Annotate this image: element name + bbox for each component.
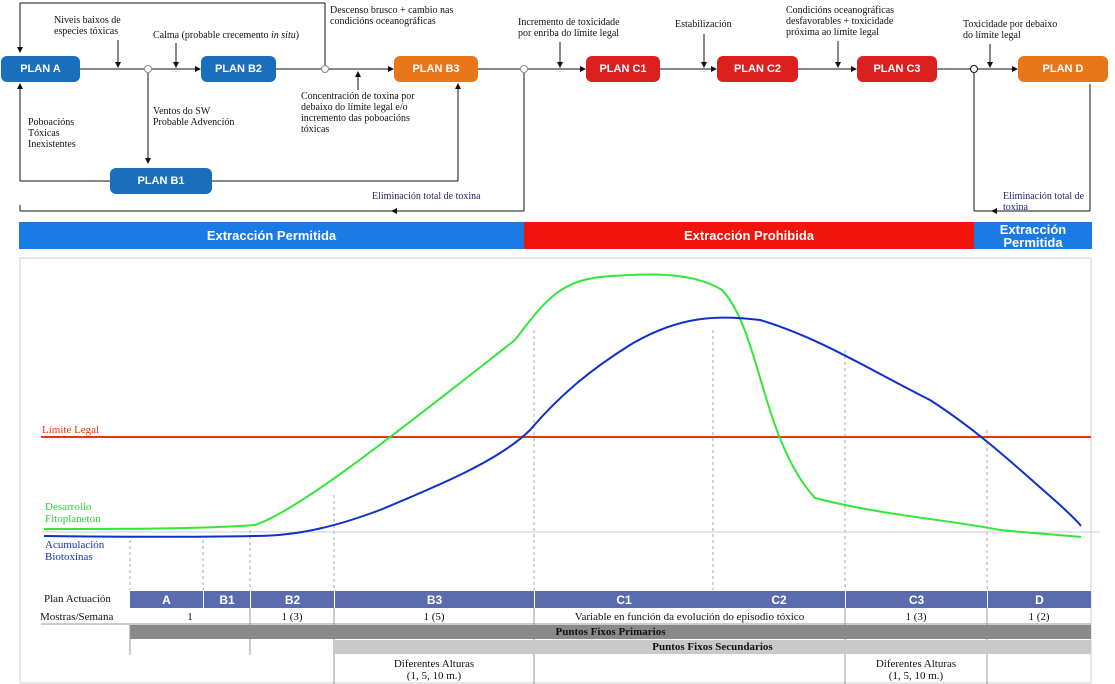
plan-b2-button[interactable]: PLAN B2 (201, 56, 276, 82)
note-condicions: Condicións oceanográficas desfavorables … (786, 5, 895, 38)
diferentes-alturas-c3: Diferentes Alturas (1, 5, 10 m.) (875, 658, 957, 682)
note-calma: Calma (probable crecemento in situ) (153, 30, 299, 41)
table-head-c3: C3 (845, 591, 987, 608)
label-limite-legal: Límite Legal (42, 424, 100, 436)
note-toxicidade-debaixo: Toxicidade por debaixo do límite legal (963, 19, 1058, 41)
plan-d-button[interactable]: PLAN D (1018, 56, 1108, 82)
note-descenso: Descenso brusco + cambio nas condicións … (330, 5, 454, 27)
mostra-a-b1: 1 (187, 610, 193, 623)
plan-c2-button[interactable]: PLAN C2 (717, 56, 798, 82)
biotoxinas-curve (43, 316, 1082, 538)
diferentes-alturas-b3: Diferentes Alturas (1, 5, 10 m.) (393, 658, 475, 682)
note-calma-suffix: ) (295, 30, 300, 41)
plan-b3-button[interactable]: PLAN B3 (394, 56, 478, 82)
row-label-plan-actuacion: Plan Actuación (44, 593, 111, 605)
table-head-b1: B1 (203, 591, 250, 608)
mostra-c3: 1 (3) (905, 610, 927, 623)
chart-frame (19, 257, 1092, 684)
note-calma-italic: in situ (271, 30, 296, 41)
note-calma-prefix: Calma (probable crecemento (153, 30, 271, 41)
band-extraccion-prohibida: Extracción Prohibida (524, 222, 974, 249)
note-poboacions: Poboacións Tóxicas Inexistentes (28, 117, 76, 150)
mostra-d: 1 (2) (1028, 610, 1050, 623)
flow-connectors (17, 2, 1091, 214)
band-extraccion-permitida: Extracción Permitida (19, 222, 524, 249)
note-eliminacion-2: Eliminación total de toxina (1003, 191, 1085, 213)
mostra-c1-c2: Variable en función da evolución do epis… (574, 610, 805, 623)
fitoplaneton-curve (43, 273, 1082, 538)
note-incremento: Incremento de toxicidade por enriba do l… (518, 17, 620, 39)
table-head-c1: C1 (534, 591, 713, 608)
plan-c1-button[interactable]: PLAN C1 (586, 56, 660, 82)
phase-dividers (129, 330, 988, 590)
note-eliminacion-1: Eliminación total de toxina (372, 191, 481, 202)
row-label-mostras-semana: Mostras/Semana (40, 611, 114, 623)
mostra-b3: 1 (5) (423, 610, 445, 623)
puntos-fixos-secundarios: Puntos Fixos Secundarios (334, 640, 1091, 654)
puntos-fixos-primarios: Puntos Fixos Primarios (130, 625, 1091, 639)
table-head-d: D (987, 591, 1091, 608)
note-estabilizacion: Estabilización (675, 19, 732, 30)
note-ventos: Ventos do SW Probable Advención (153, 106, 235, 128)
table-head-b3: B3 (334, 591, 534, 608)
table-head-c2: C2 (713, 591, 845, 608)
table-head-a: A (130, 591, 203, 608)
table-head-b2: B2 (250, 591, 334, 608)
label-acumulacion-biotoxinas: Acumulación Biotoxinas (45, 539, 105, 563)
band-extraccion-permitida-end: Extracción Permitida (974, 222, 1092, 249)
plan-a-button[interactable]: PLAN A (1, 56, 80, 82)
plan-c3-button[interactable]: PLAN C3 (857, 56, 937, 82)
mostra-b2: 1 (3) (281, 610, 303, 623)
plan-b1-button[interactable]: PLAN B1 (110, 168, 212, 194)
note-niveis-baixos: Niveis baixos de especies tóxicas (54, 15, 121, 37)
note-concentracion: Concentración de toxina por debaixo do l… (301, 91, 415, 135)
label-desarrollo-fitoplaneton: Desarrollo Fitoplaneton (45, 501, 101, 525)
